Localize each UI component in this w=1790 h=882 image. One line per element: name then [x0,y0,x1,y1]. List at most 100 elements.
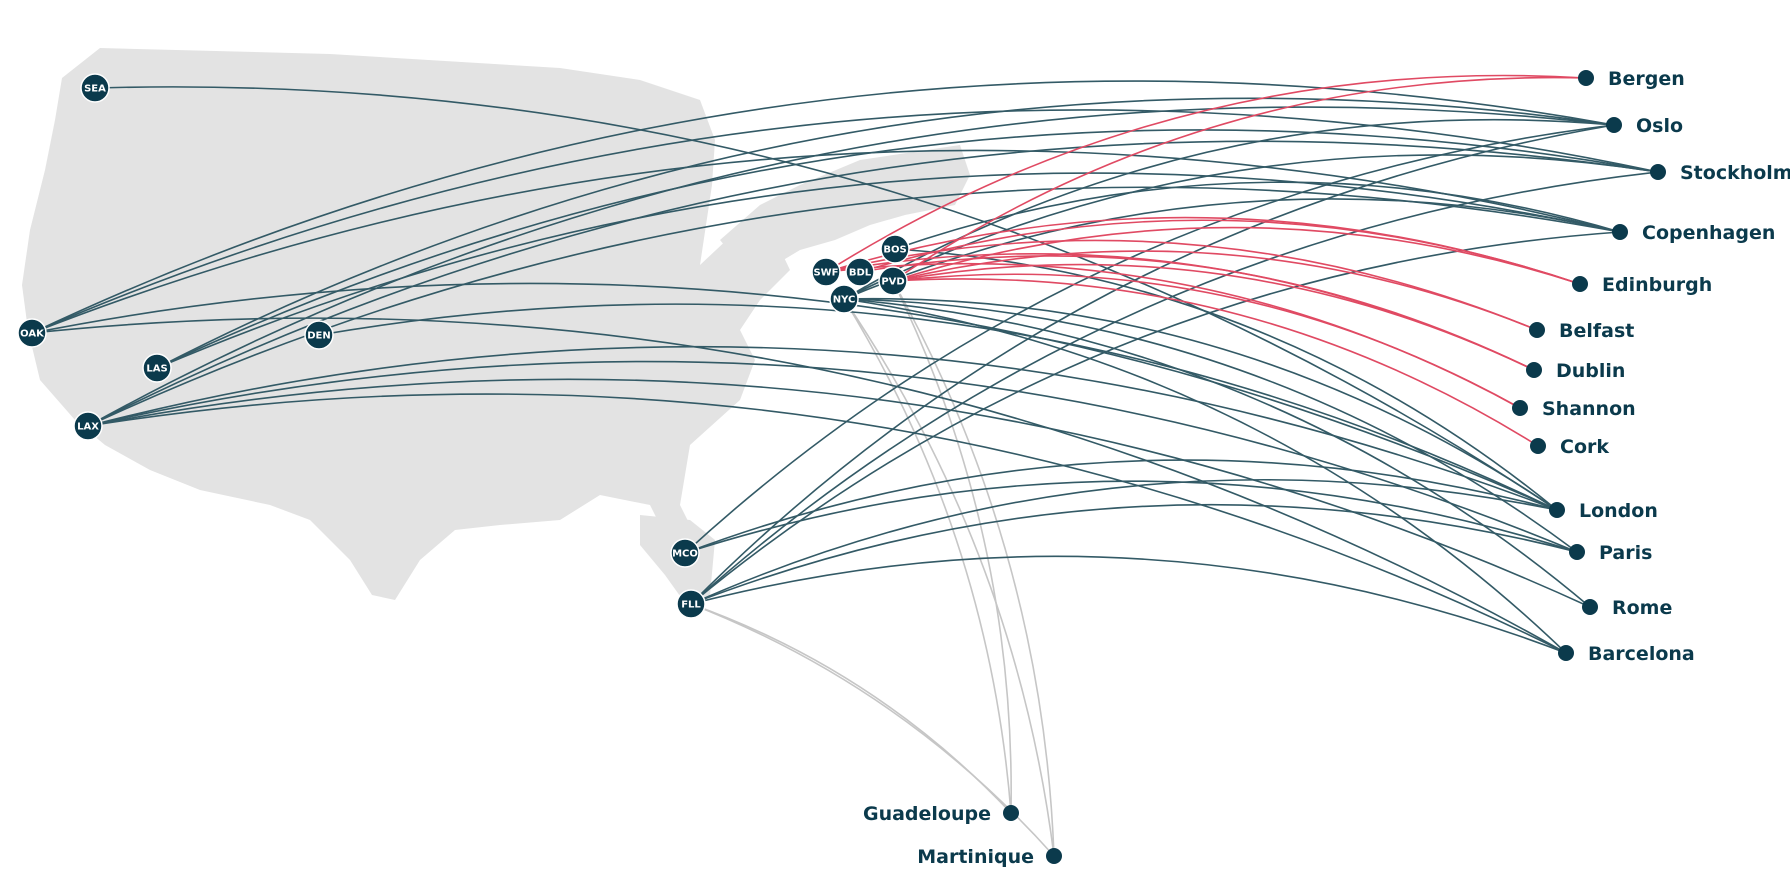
destination-dublin[interactable]: Dublin [1526,360,1625,382]
destination-marker [1526,362,1542,378]
route-pvd-shannon [892,273,1521,409]
destination-paris[interactable]: Paris [1569,542,1652,564]
route-nyc-oslo [843,118,1615,300]
hub-las[interactable]: LAS [142,353,172,383]
destination-edinburgh[interactable]: Edinburgh [1572,274,1712,296]
destination-marker [1549,502,1565,518]
route-pvd-edinburgh [892,226,1581,285]
hub-marker [811,257,841,287]
hub-nyc[interactable]: NYC [829,284,859,314]
route-nyc-london [843,297,1558,511]
destination-barcelona[interactable]: Barcelona [1558,643,1695,665]
route-mco-london [684,459,1558,554]
destination-cork[interactable]: Cork [1530,436,1609,458]
route-fll-oslo [690,124,1615,605]
destination-marker [1612,224,1628,240]
destination-oslo[interactable]: Oslo [1606,115,1683,137]
destination-marker [1558,645,1574,661]
destination-marker [1530,438,1546,454]
route-fll-paris [690,503,1578,605]
route-bos-copenhagen [894,181,1621,250]
hub-oak[interactable]: OAK [17,318,47,348]
destination-name-label: Cork [1560,436,1609,458]
hub-den[interactable]: DEN [304,320,334,350]
route-swf-bergen [825,74,1587,273]
destination-belfast[interactable]: Belfast [1529,320,1634,342]
destination-bergen[interactable]: Bergen [1578,68,1685,90]
destination-marker [1582,599,1598,615]
destination-name-label: Dublin [1556,360,1625,382]
route-nyc-barcelona [843,298,1567,654]
route-sea-london [94,86,1558,511]
destination-name-label: Oslo [1636,115,1683,137]
destination-london[interactable]: London [1549,500,1658,522]
hub-code-label: LAS [146,364,167,375]
destination-name-label: Stockholm [1680,162,1790,184]
destination-copenhagen[interactable]: Copenhagen [1612,222,1775,244]
destination-marker [1512,400,1528,416]
destinations-layer: Bergen Oslo Stockholm Copenhagen Edinburgh Be… [863,68,1790,868]
route-swf-dublin [825,252,1535,371]
hub-fll[interactable]: FLL [676,589,706,619]
route-bdl-edinburgh [859,219,1581,285]
hub-marker [878,266,908,296]
destination-marker [1529,322,1545,338]
hub-code-label: NYC [833,295,856,306]
route-pvd-guadeloupe [892,280,1012,814]
hub-sea[interactable]: SEA [80,73,110,103]
destination-name-label: Martinique [917,846,1034,868]
hub-marker [73,411,103,441]
destination-name-label: Paris [1599,542,1652,564]
hub-swf[interactable]: SWF [811,257,841,287]
route-fll-stockholm [690,171,1659,605]
hub-mco[interactable]: MCO [670,538,700,568]
destination-marker [1572,276,1588,292]
destination-name-label: Edinburgh [1602,274,1712,296]
destination-name-label: Barcelona [1588,643,1695,665]
route-lax-oslo [87,106,1615,427]
route-pvd-bergen [892,76,1587,282]
destination-name-label: Bergen [1608,68,1685,90]
hub-code-label: BOS [883,245,906,256]
route-bdl-dublin [859,255,1535,371]
route-bos-london [894,248,1558,511]
hub-bos[interactable]: BOS [880,234,910,264]
route-pvd-belfast [892,250,1538,331]
route-lax-rome [87,378,1591,608]
hub-marker [829,284,859,314]
destination-name-label: London [1579,500,1658,522]
hub-marker [80,73,110,103]
route-nyc-paris [843,298,1578,553]
hub-bdl[interactable]: BDL [845,257,875,287]
hub-marker [670,538,700,568]
route-mco-paris [684,480,1578,554]
routes-layer [31,74,1659,857]
hub-marker [880,234,910,264]
hub-code-label: BDL [849,268,872,279]
destination-guadeloupe[interactable]: Guadeloupe [863,803,1019,825]
hub-code-label: MCO [672,549,698,560]
destination-martinique[interactable]: Martinique [917,846,1062,868]
hub-marker [676,589,706,619]
destination-shannon[interactable]: Shannon [1512,398,1636,420]
destination-name-label: Copenhagen [1642,222,1775,244]
route-oak-london [31,282,1558,511]
destination-stockholm[interactable]: Stockholm [1650,162,1790,184]
route-pvd-dublin [892,263,1535,371]
route-fll-barcelona [690,555,1567,654]
route-las-copenhagen [156,172,1621,369]
route-fll-guadeloupe [690,603,1012,814]
hub-lax[interactable]: LAX [73,411,103,441]
hub-code-label: SEA [84,84,106,95]
route-lax-paris [87,360,1578,553]
route-las-oslo [156,97,1615,369]
route-pvd-cork [892,278,1539,447]
route-oak-stockholm [31,109,1659,334]
destination-marker [1650,164,1666,180]
route-nyc-copenhagen [843,198,1621,300]
hubs-layer: SEA OAK LAS DEN LAX SWF BDL BOS PVD NYC MCO FLL [17,73,910,619]
destination-rome[interactable]: Rome [1582,597,1672,619]
hub-pvd[interactable]: PVD [878,266,908,296]
hub-marker [17,318,47,348]
